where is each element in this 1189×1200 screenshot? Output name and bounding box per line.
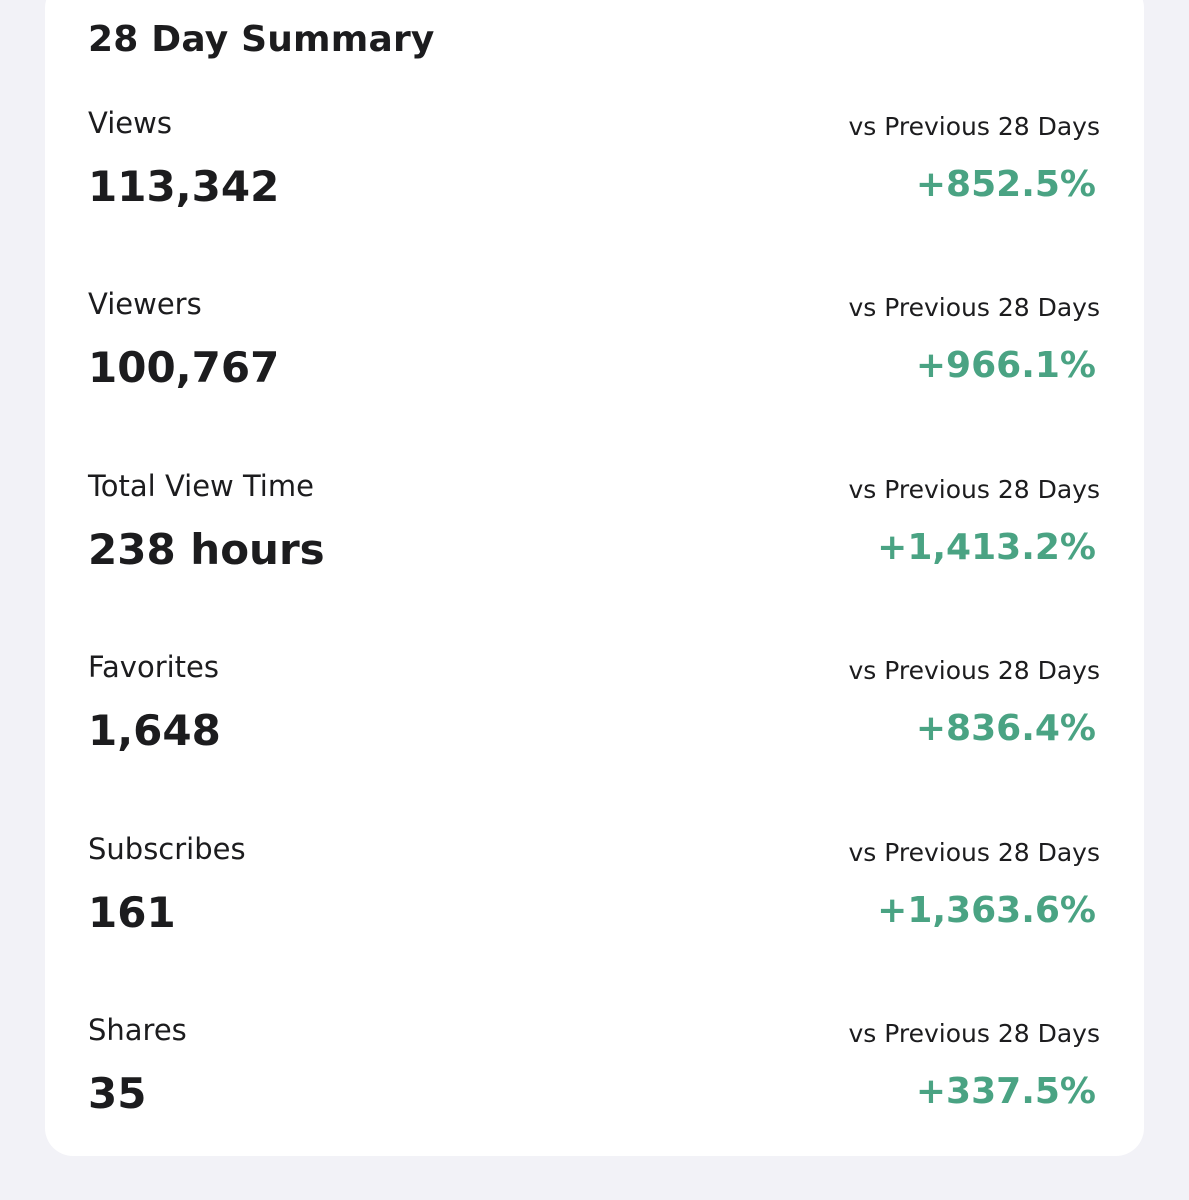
metric-favorites: Favorites 1,648 vs Previous 28 Days +836… (88, 647, 1100, 767)
metric-value: 113,342 (88, 162, 280, 211)
metric-value: 35 (88, 1069, 147, 1118)
compare-label: vs Previous 28 Days (848, 293, 1100, 322)
compare-label: vs Previous 28 Days (848, 112, 1100, 141)
summary-title: 28 Day Summary (88, 19, 435, 60)
metric-label: Shares (88, 1013, 187, 1047)
compare-label: vs Previous 28 Days (848, 656, 1100, 685)
metric-label: Favorites (88, 650, 219, 684)
change-percentage: +1,413.2% (877, 527, 1096, 568)
metric-value: 1,648 (88, 706, 221, 755)
metric-label: Total View Time (88, 469, 314, 503)
change-percentage: +337.5% (915, 1071, 1096, 1112)
change-percentage: +836.4% (915, 708, 1096, 749)
metric-label: Viewers (88, 287, 202, 321)
metric-label: Subscribes (88, 832, 246, 866)
metric-total-view-time: Total View Time 238 hours vs Previous 28… (88, 466, 1100, 586)
summary-card (45, 0, 1144, 1156)
change-percentage: +1,363.6% (877, 890, 1096, 931)
compare-label: vs Previous 28 Days (848, 838, 1100, 867)
compare-label: vs Previous 28 Days (848, 475, 1100, 504)
metric-shares: Shares 35 vs Previous 28 Days +337.5% (88, 1010, 1100, 1130)
metric-value: 161 (88, 888, 176, 937)
change-percentage: +966.1% (915, 345, 1096, 386)
metric-subscribes: Subscribes 161 vs Previous 28 Days +1,36… (88, 829, 1100, 949)
compare-label: vs Previous 28 Days (848, 1019, 1100, 1048)
metric-value: 238 hours (88, 525, 325, 574)
change-percentage: +852.5% (915, 164, 1096, 205)
metric-value: 100,767 (88, 343, 280, 392)
metric-views: Views 113,342 vs Previous 28 Days +852.5… (88, 103, 1100, 223)
metric-label: Views (88, 106, 172, 140)
metric-viewers: Viewers 100,767 vs Previous 28 Days +966… (88, 284, 1100, 404)
